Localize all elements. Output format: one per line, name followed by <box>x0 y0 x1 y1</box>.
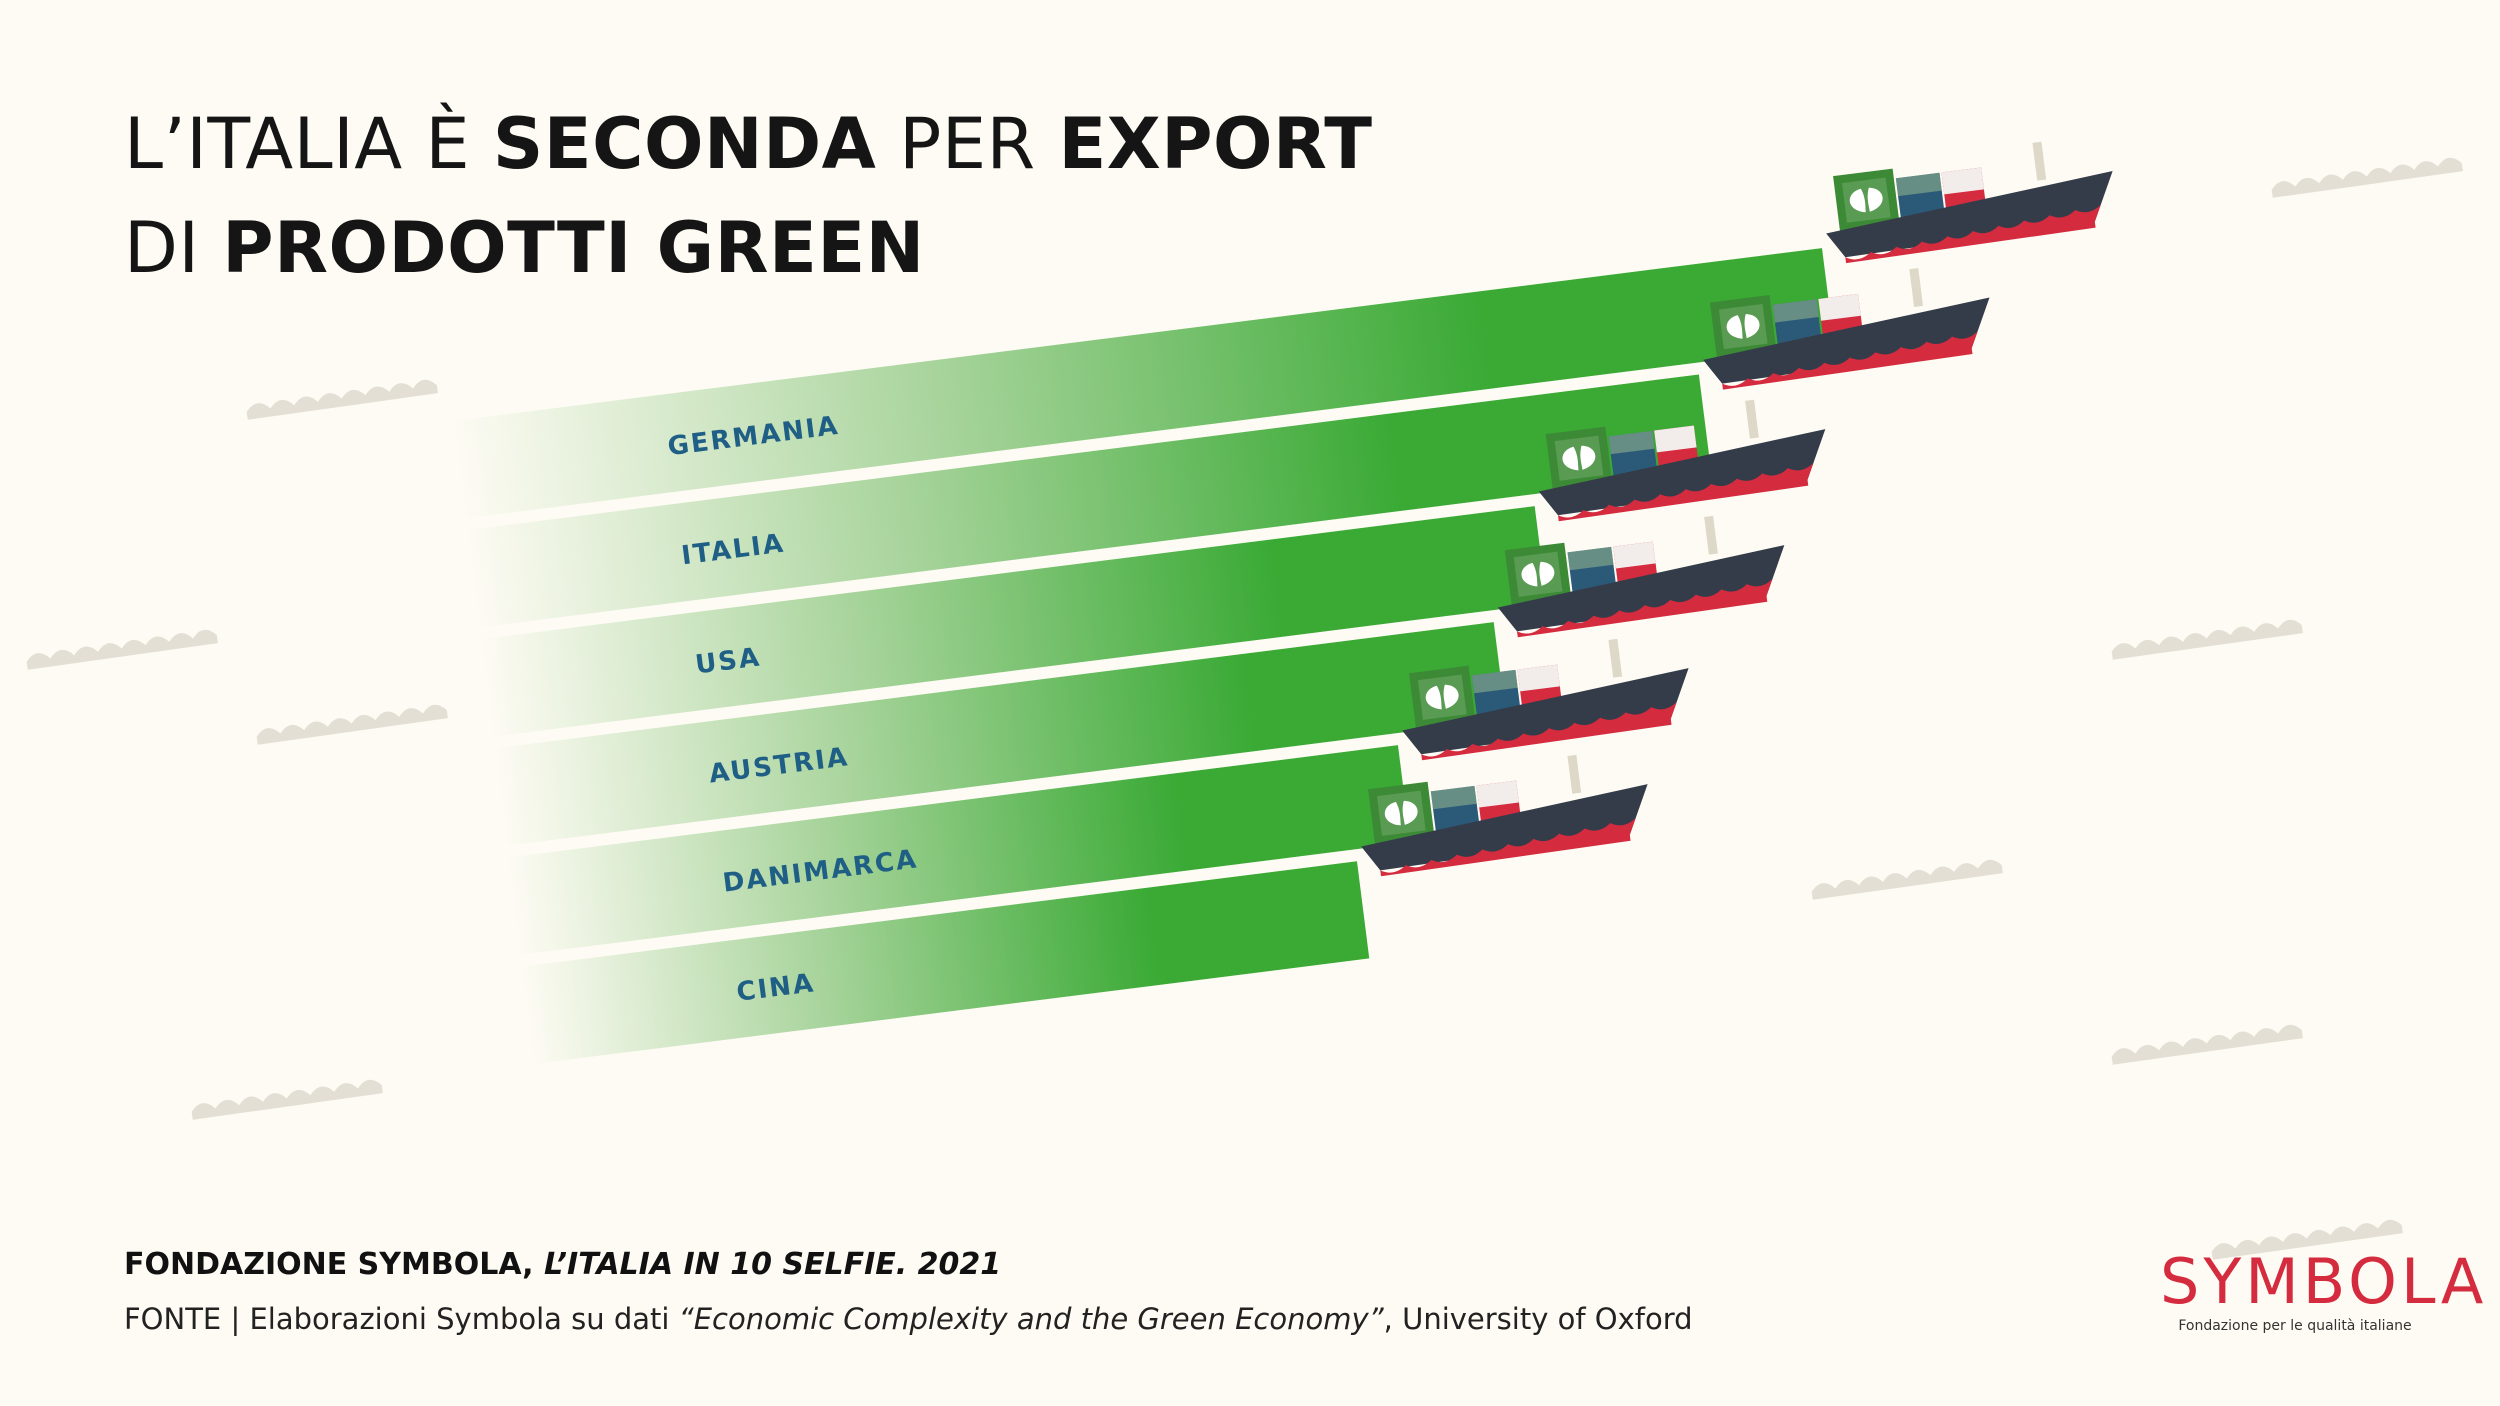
bar-cina: CINA <box>521 754 1648 1064</box>
waves-background <box>26 157 2463 1260</box>
symbola-logo: SYMBOLA Fondazione per le qualità italia… <box>2160 1245 2488 1335</box>
wave-icon <box>246 379 438 420</box>
leaf-icon <box>1726 314 1760 339</box>
bar-germania: GERMANIA <box>452 141 2113 519</box>
bar-rect <box>452 248 1835 519</box>
publication-credit: FONDAZIONE SYMBOLA, L’ITALIA IN 10 SELFI… <box>124 1247 1002 1282</box>
cargo-ship-icon <box>1538 399 1826 522</box>
bar-austria: AUSTRIA <box>494 515 1785 846</box>
bar-danimarca: DANIMARCA <box>508 638 1689 955</box>
wave-icon <box>2111 619 2303 660</box>
bar-rect <box>466 374 1712 628</box>
wave-icon <box>2271 157 2463 198</box>
wave-icon <box>26 629 218 670</box>
bar-usa: USA <box>480 399 1826 737</box>
data-source: FONTE | Elaborazioni Symbola su dati “Ec… <box>124 1302 1693 1336</box>
bar-italia: ITALIA <box>466 268 1990 628</box>
bar-rect <box>508 745 1411 955</box>
leaf-icon <box>1849 187 1883 213</box>
cargo-ship-icon <box>1497 515 1785 638</box>
cargo-ship-icon <box>1361 754 1648 877</box>
logo-tagline: Fondazione per le qualità italiane <box>2178 1318 2412 1334</box>
wave-icon <box>191 1079 383 1120</box>
chart-title: L’ITALIA È SECONDA PER EXPORT DI PRODOTT… <box>124 103 1373 289</box>
leaf-icon <box>1425 684 1459 710</box>
leaf-icon <box>1384 800 1418 826</box>
wave-icon <box>1811 859 2003 900</box>
bar-rect <box>494 622 1506 846</box>
cargo-ship-icon <box>1402 638 1689 761</box>
wave-icon <box>2211 1219 2403 1260</box>
wave-icon <box>2111 1024 2303 1065</box>
bar-rect <box>480 506 1547 737</box>
wave-icon <box>256 704 448 745</box>
leaf-icon <box>1562 445 1596 471</box>
leaf-icon <box>1521 561 1555 587</box>
logo-wordmark: SYMBOLA <box>2160 1245 2488 1318</box>
bar-rect <box>521 861 1370 1064</box>
cargo-ship-icon <box>1703 268 1990 390</box>
cargo-ship-icon <box>1826 141 2113 264</box>
